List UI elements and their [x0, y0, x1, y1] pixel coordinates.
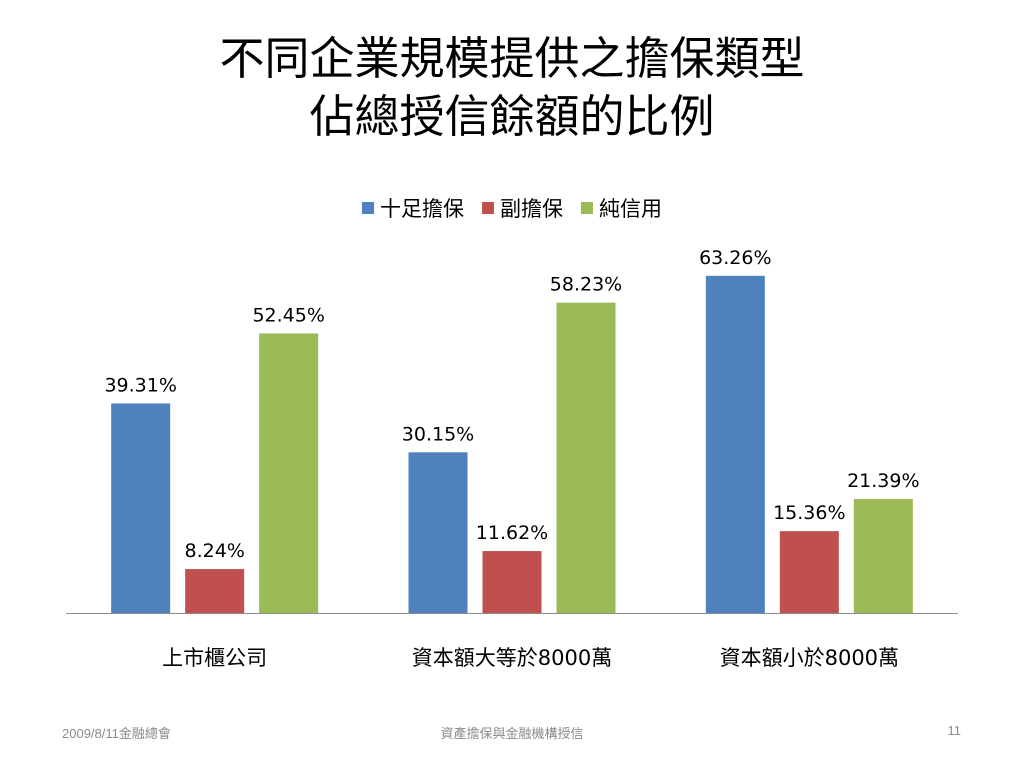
data-label-3-series-3: 21.39%: [847, 470, 919, 492]
footer-date-org: 2009/8/11金融總會: [62, 726, 171, 741]
bar-2-series-1: [408, 452, 468, 613]
legend-swatch-series-2: [482, 202, 494, 214]
slide-title: 不同企業規模提供之擔保類型 佔總授信餘額的比例: [0, 30, 1024, 146]
legend-label-series-3: 純信用: [599, 197, 662, 221]
legend-item-series-2: 副擔保: [482, 193, 563, 223]
bar-2-series-3: [556, 302, 616, 613]
bar-2-series-2: [482, 551, 542, 613]
data-label-1-series-1: 39.31%: [104, 374, 176, 396]
data-label-1-series-3: 52.45%: [252, 304, 324, 326]
data-label-2-series-3: 58.23%: [550, 274, 622, 296]
data-label-2-series-2: 11.62%: [476, 522, 548, 544]
legend-label-series-1: 十足擔保: [380, 197, 464, 221]
slide-title-line-2: 佔總授信餘額的比例: [309, 90, 715, 143]
bar-1-series-3: [259, 333, 319, 613]
data-label-2-series-1: 30.15%: [402, 423, 474, 445]
bar-3-series-3: [853, 498, 913, 613]
bar-3-series-2: [779, 531, 839, 613]
bar-1-series-2: [185, 569, 245, 613]
footer-subject: 資產擔保與金融機構授信: [440, 726, 584, 741]
bar-1-series-1: [111, 403, 171, 613]
chart-legend: 十足擔保 副擔保 純信用: [0, 193, 1024, 223]
category-label-3: 資本額小於8000萬: [720, 646, 899, 670]
data-label-3-series-1: 63.26%: [699, 247, 771, 269]
footer-page-number: 11: [947, 723, 962, 738]
slide-title-line-1: 不同企業規模提供之擔保類型: [219, 32, 805, 85]
data-label-3-series-2: 15.36%: [773, 502, 845, 524]
data-label-1-series-2: 8.24%: [184, 540, 244, 562]
category-label-2: 資本額大等於8000萬: [412, 646, 612, 670]
legend-swatch-series-1: [362, 202, 374, 214]
bar-3-series-1: [705, 275, 765, 613]
legend-label-series-2: 副擔保: [500, 197, 563, 221]
category-label-1: 上市櫃公司: [162, 646, 267, 670]
legend-item-series-1: 十足擔保: [362, 193, 464, 223]
legend-swatch-series-3: [581, 202, 593, 214]
legend-item-series-3: 純信用: [581, 193, 662, 223]
